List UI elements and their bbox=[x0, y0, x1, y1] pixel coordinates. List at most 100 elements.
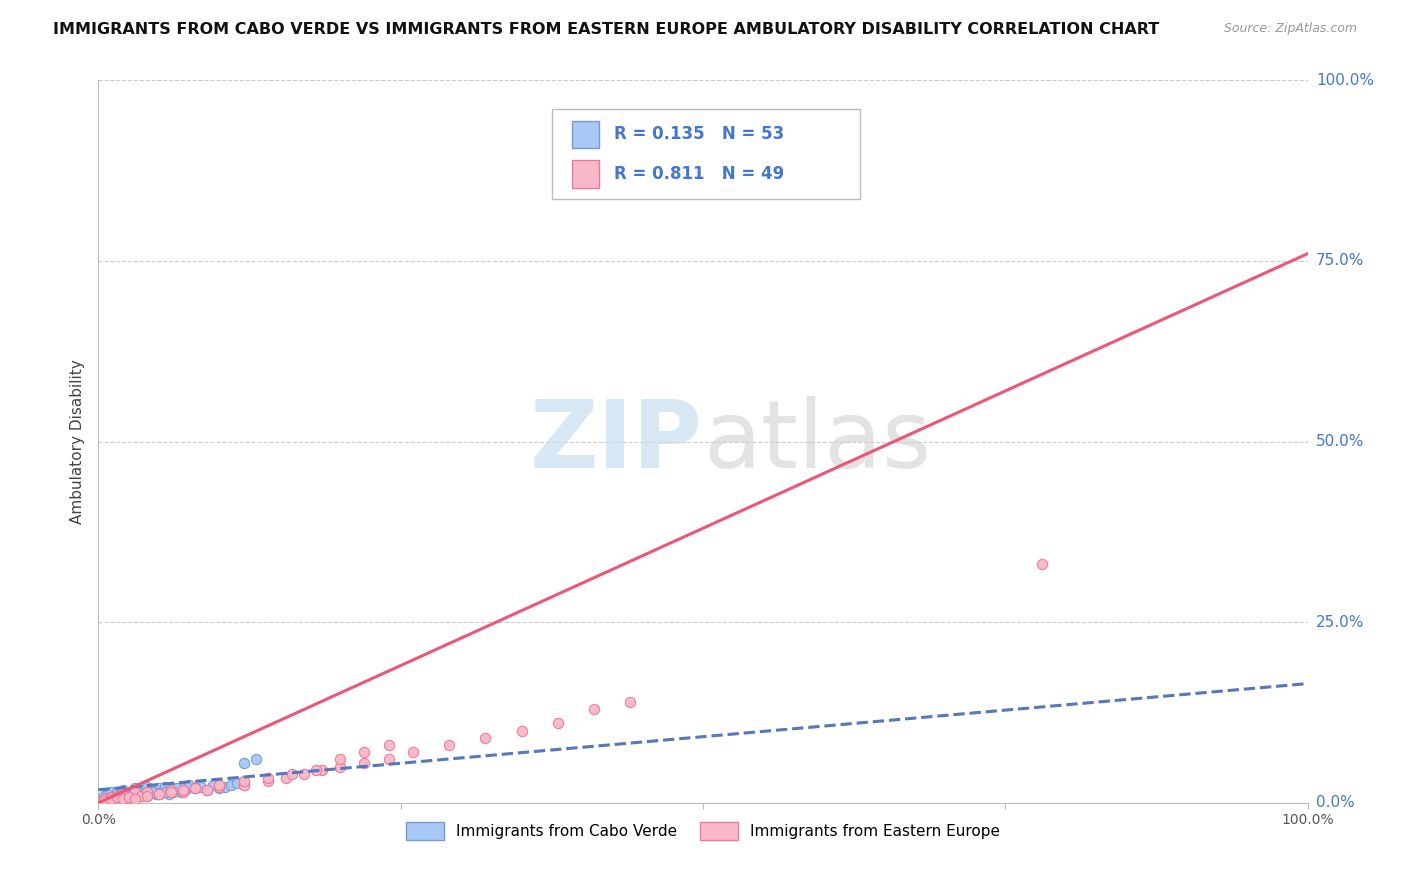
Point bbox=[93, 794, 115, 808]
Point bbox=[353, 756, 375, 770]
Point bbox=[208, 781, 231, 796]
Point bbox=[100, 790, 122, 805]
Point bbox=[305, 764, 328, 778]
Point bbox=[311, 764, 333, 778]
Text: R = 0.135   N = 53: R = 0.135 N = 53 bbox=[613, 126, 783, 144]
Point bbox=[547, 716, 569, 731]
Point bbox=[135, 785, 157, 799]
Point bbox=[1031, 558, 1053, 572]
Point bbox=[93, 792, 115, 806]
Point bbox=[153, 780, 176, 794]
Point bbox=[105, 785, 128, 799]
Point bbox=[148, 781, 170, 796]
Point bbox=[153, 785, 176, 799]
Point bbox=[111, 792, 134, 806]
Point bbox=[100, 792, 122, 806]
Point bbox=[169, 785, 191, 799]
Point bbox=[118, 789, 141, 803]
Point bbox=[105, 789, 128, 803]
Point bbox=[142, 785, 165, 799]
Point bbox=[256, 774, 278, 789]
Point bbox=[474, 731, 496, 745]
Point bbox=[292, 767, 315, 781]
Point bbox=[437, 738, 460, 752]
Point bbox=[245, 752, 267, 766]
Point bbox=[402, 745, 425, 759]
Point bbox=[184, 781, 207, 796]
Point bbox=[138, 785, 160, 799]
Point bbox=[583, 702, 606, 716]
Text: ZIP: ZIP bbox=[530, 395, 703, 488]
Point bbox=[105, 790, 128, 805]
Point bbox=[226, 775, 249, 789]
Point bbox=[166, 781, 188, 796]
Point bbox=[129, 787, 152, 801]
Point bbox=[105, 792, 128, 806]
Point bbox=[162, 785, 184, 799]
Text: 75.0%: 75.0% bbox=[1316, 253, 1364, 268]
Point bbox=[160, 782, 183, 797]
Point bbox=[111, 782, 134, 797]
Point bbox=[232, 774, 254, 789]
Point bbox=[111, 790, 134, 805]
Point bbox=[118, 790, 141, 805]
Point bbox=[135, 780, 157, 794]
Point bbox=[377, 738, 399, 752]
Text: 100.0%: 100.0% bbox=[1316, 73, 1374, 87]
Point bbox=[97, 787, 120, 801]
Point bbox=[121, 787, 143, 801]
Point bbox=[221, 778, 243, 792]
Point bbox=[127, 785, 149, 799]
Point bbox=[232, 756, 254, 770]
Point bbox=[108, 787, 131, 801]
Legend: Immigrants from Cabo Verde, Immigrants from Eastern Europe: Immigrants from Cabo Verde, Immigrants f… bbox=[399, 816, 1007, 846]
Point bbox=[281, 767, 304, 781]
FancyBboxPatch shape bbox=[572, 161, 599, 188]
Point bbox=[135, 789, 157, 803]
Point bbox=[118, 785, 141, 799]
Point bbox=[124, 781, 146, 796]
FancyBboxPatch shape bbox=[572, 120, 599, 148]
Point bbox=[174, 782, 197, 797]
Point bbox=[124, 792, 146, 806]
Point bbox=[232, 778, 254, 792]
Point bbox=[148, 787, 170, 801]
Point bbox=[274, 771, 297, 785]
Point bbox=[208, 778, 231, 792]
Y-axis label: Ambulatory Disability: Ambulatory Disability bbox=[70, 359, 86, 524]
Point bbox=[124, 785, 146, 799]
Point bbox=[157, 787, 180, 801]
Point bbox=[195, 782, 218, 797]
Point bbox=[160, 782, 183, 797]
Point bbox=[179, 778, 201, 792]
Point bbox=[184, 781, 207, 796]
Point bbox=[510, 723, 533, 738]
Point bbox=[142, 782, 165, 797]
Text: atlas: atlas bbox=[703, 395, 931, 488]
Point bbox=[208, 780, 231, 794]
Point bbox=[118, 790, 141, 805]
Point bbox=[184, 781, 207, 796]
Point bbox=[100, 785, 122, 799]
Point bbox=[114, 789, 136, 803]
Point bbox=[129, 782, 152, 797]
Point bbox=[329, 752, 352, 766]
Text: 25.0%: 25.0% bbox=[1316, 615, 1364, 630]
Text: 0.0%: 0.0% bbox=[1316, 796, 1354, 810]
FancyBboxPatch shape bbox=[551, 109, 860, 200]
Point bbox=[93, 789, 115, 803]
Point bbox=[195, 782, 218, 797]
Point bbox=[329, 760, 352, 774]
Point bbox=[353, 745, 375, 759]
Point bbox=[160, 782, 183, 797]
Point bbox=[202, 778, 225, 792]
Point bbox=[145, 787, 167, 801]
Point bbox=[124, 790, 146, 805]
Point bbox=[100, 790, 122, 805]
Point bbox=[619, 695, 641, 709]
Point bbox=[148, 787, 170, 801]
Point bbox=[214, 780, 236, 794]
Point bbox=[166, 781, 188, 796]
Point bbox=[111, 787, 134, 801]
Point bbox=[135, 789, 157, 803]
